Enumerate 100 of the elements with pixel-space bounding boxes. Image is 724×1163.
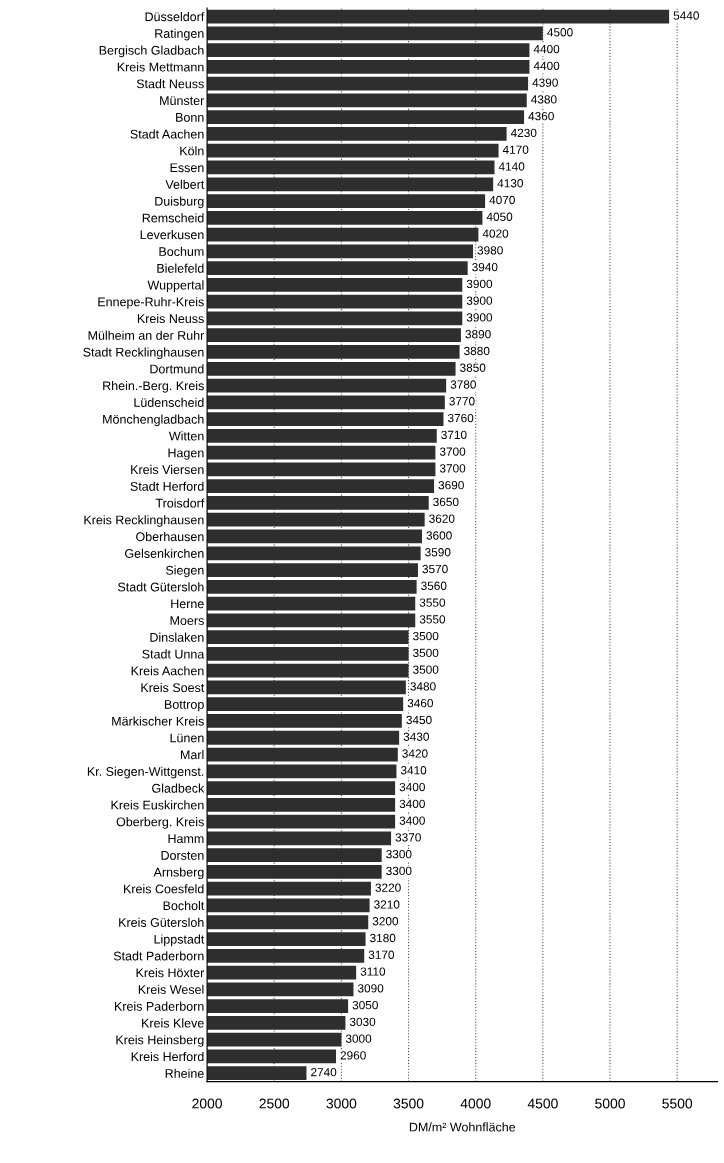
y-tick-label: Wuppertal [147, 280, 204, 293]
data-label: 4020 [482, 229, 509, 238]
x-tick-label: 4000 [460, 1098, 491, 1109]
y-tick-label: Kreis Mettmann [117, 62, 204, 72]
data-label: 5440 [673, 11, 699, 20]
y-tick-label: Dorsten [161, 851, 204, 860]
y-tick-label: Kreis Herford [131, 1051, 204, 1062]
data-label: 3980 [477, 246, 503, 255]
data-label: 3500 [413, 631, 439, 641]
data-label: 3570 [422, 564, 448, 574]
y-tick-label: Bergisch Gladbach [99, 45, 204, 58]
data-label: 3410 [400, 766, 427, 775]
data-label: 3620 [429, 514, 455, 523]
y-tick-label: Köln [180, 146, 204, 156]
data-label: 3650 [433, 497, 459, 507]
y-tick-label: Stadt Aachen [130, 129, 204, 139]
y-tick-label: Stadt Unna [142, 649, 205, 659]
data-label: 3180 [370, 933, 396, 943]
data-label: 3000 [345, 1034, 372, 1043]
y-tick-label: Kreis Coesfeld [124, 884, 204, 894]
y-tick-label: Ennepe-Ruhr-Kreis [98, 297, 204, 309]
data-label: 3400 [399, 782, 425, 792]
data-label: 3600 [426, 531, 452, 540]
data-label: 3590 [425, 548, 451, 557]
y-tick-label: Stadt Herford [130, 481, 204, 491]
y-tick-label: Leverkusen [140, 230, 204, 240]
data-label: 2740 [311, 1068, 337, 1077]
y-tick-label: Moers [170, 616, 204, 625]
data-label: 3210 [374, 900, 400, 909]
data-label: 4050 [486, 212, 513, 221]
y-tick-label: Kreis Soest [141, 682, 205, 693]
y-tick-label: Duisburg [155, 196, 204, 209]
data-label: 4400 [533, 61, 560, 71]
data-label: 4390 [532, 78, 558, 87]
y-tick-label: Mülheim an der Ruhr [88, 330, 205, 340]
y-tick-label: Witten [168, 431, 204, 441]
y-tick-label: Dinslaken [150, 632, 204, 642]
y-tick-label: Kreis Paderborn [114, 1001, 204, 1011]
y-tick-label: Bottrop [165, 700, 204, 712]
y-tick-label: Kreis Kleve [142, 1018, 204, 1028]
data-label: 3700 [439, 447, 466, 456]
data-label: 3220 [375, 883, 401, 892]
y-tick-label: Essen [170, 163, 204, 173]
data-label: 4140 [498, 162, 525, 171]
data-label: 3420 [402, 749, 428, 758]
y-tick-label: Marl [181, 749, 204, 760]
y-tick-label: Bonn [176, 113, 204, 122]
y-tick-label: Kreis Viersen [131, 464, 204, 475]
data-label: 3400 [399, 799, 425, 809]
data-label: 4400 [533, 44, 560, 54]
data-label: 4380 [531, 95, 557, 104]
data-label: 3940 [472, 262, 498, 272]
y-tick-label: Kreis Recklinghausen [84, 515, 204, 527]
y-tick-label: Stadt Paderborn [113, 951, 204, 961]
data-label: 3400 [399, 816, 425, 825]
x-tick-label: 2500 [259, 1098, 290, 1109]
y-tick-label: Troisdorf [155, 498, 205, 508]
data-label: 3430 [403, 732, 429, 741]
y-tick-label: Hamm [168, 834, 204, 844]
y-tick-label: Kreis Euskirchen [111, 800, 204, 810]
y-tick-label: Rheine [165, 1068, 204, 1078]
y-tick-label: Kreis Neuss [137, 313, 204, 324]
data-label: 4070 [489, 195, 515, 205]
y-tick-label: Münster [160, 96, 205, 106]
data-label: 3900 [466, 279, 493, 289]
data-label: 3480 [410, 682, 436, 691]
x-tick-label: 3500 [393, 1098, 424, 1109]
data-label: 3460 [407, 699, 433, 708]
x-axis-title: DM/m² Wohnfläche [409, 1122, 516, 1132]
data-label: 2960 [340, 1051, 366, 1060]
data-label: 3500 [413, 665, 439, 674]
data-label: 3850 [460, 363, 486, 372]
y-tick-label: Rhein.-Berg. Kreis [103, 381, 204, 393]
y-tick-label: Bocholt [163, 900, 205, 911]
y-tick-label: Ratingen [155, 28, 204, 41]
data-label: 3090 [357, 984, 384, 993]
y-tick-label: Stadt Gütersloh [118, 582, 204, 592]
data-label: 3300 [386, 866, 412, 876]
data-label: 3900 [466, 313, 493, 322]
x-tick-label: 2000 [192, 1098, 222, 1109]
data-label: 4360 [528, 111, 554, 121]
data-label: 3770 [449, 397, 475, 406]
y-tick-label: Hagen [168, 448, 204, 460]
y-tick-label: Arnsberg [153, 867, 204, 880]
data-label: 3500 [413, 648, 439, 658]
y-tick-label: Lünen [170, 733, 204, 743]
y-tick-label: Kreis Wesel [138, 984, 204, 994]
y-tick-label: Kreis Höxter [136, 968, 205, 978]
y-tick-label: Gelsenkirchen [125, 548, 204, 558]
y-tick-label: Stadt Recklinghausen [83, 347, 204, 360]
x-tick-label: 3000 [326, 1098, 357, 1109]
data-label: 3710 [441, 430, 467, 440]
y-tick-label: Gladbeck [152, 783, 205, 793]
data-label: 3300 [386, 849, 412, 859]
x-tick-label: 5500 [662, 1098, 693, 1109]
y-tick-label: Kreis Gütersloh [119, 917, 204, 927]
y-tick-label: Kr. Siegen-Wittgenst. [87, 766, 204, 779]
data-label: 3030 [349, 1017, 376, 1027]
data-label: 4500 [547, 28, 573, 37]
data-label: 3450 [406, 715, 432, 725]
